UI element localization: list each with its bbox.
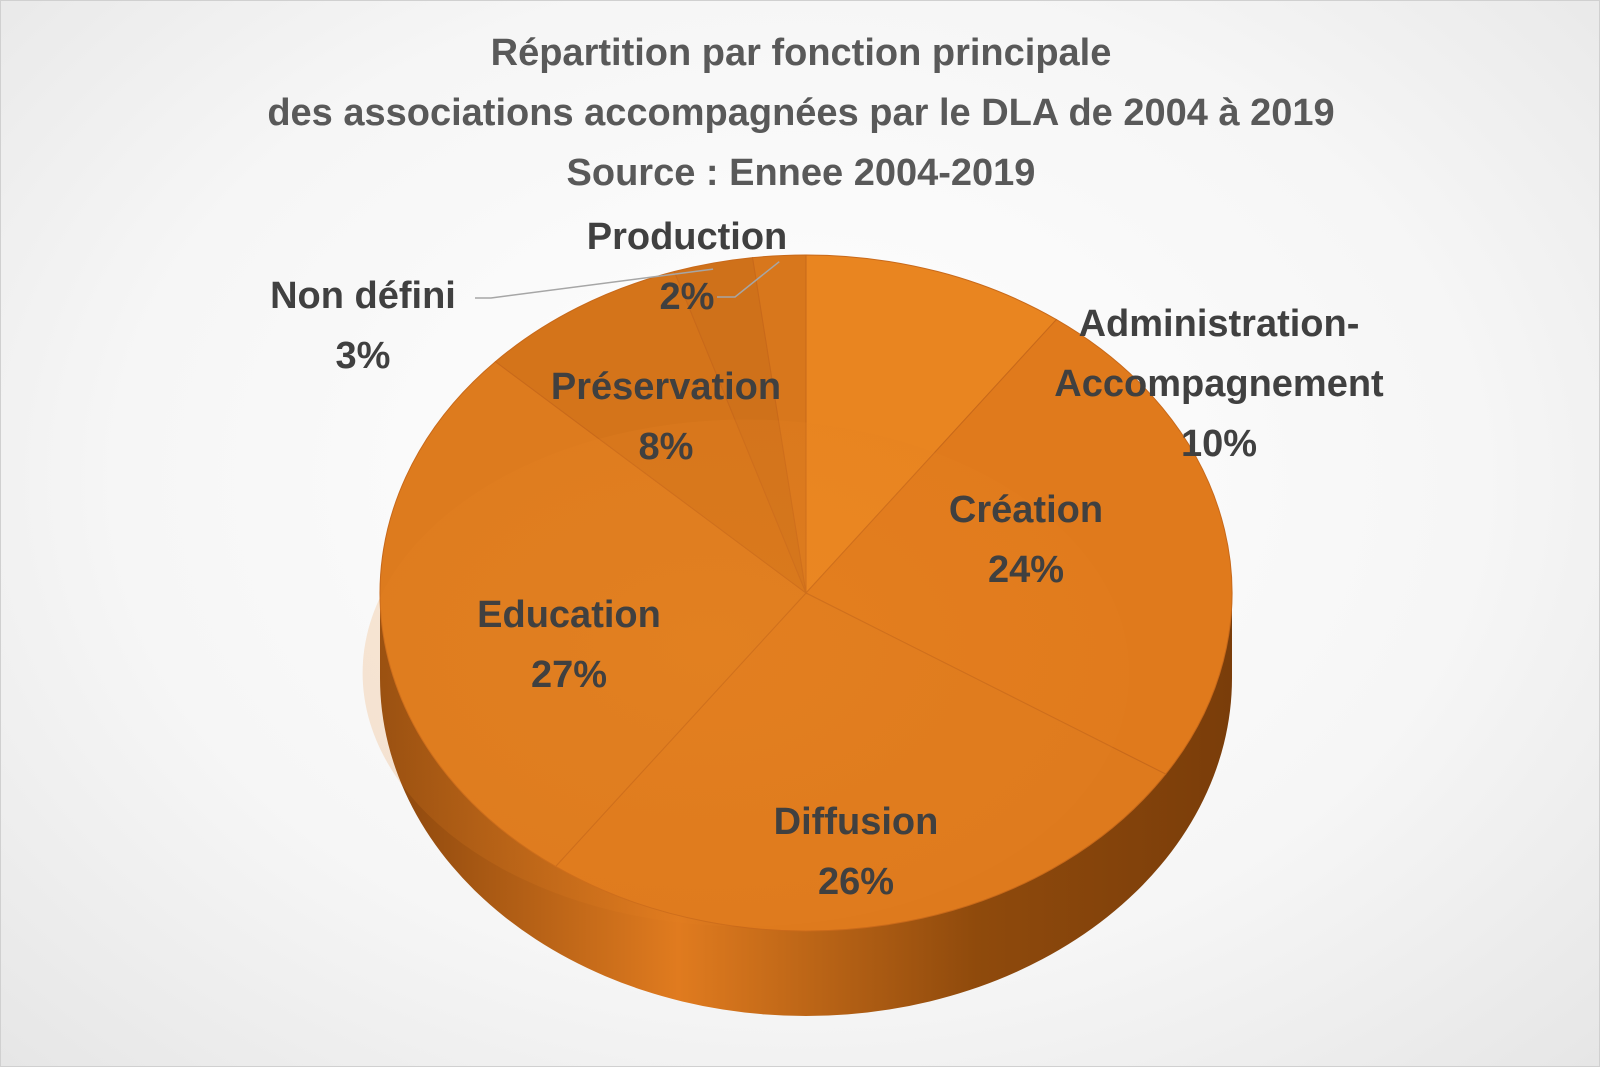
data-label-value-7: 2%	[660, 276, 715, 318]
data-label-value-5: 8%	[639, 426, 694, 468]
data-label-category-1: Administration-	[1079, 303, 1360, 345]
chart-title: Répartition par fonction principale des …	[1, 23, 1600, 203]
data-label-category-1: Accompagnement	[1054, 363, 1384, 405]
leader-line-6	[475, 268, 714, 299]
data-label-value-4: 27%	[531, 654, 607, 696]
data-label-value-2: 24%	[988, 549, 1064, 591]
pie-highlight	[362, 419, 1130, 927]
data-label-category-4: Education	[477, 594, 661, 636]
data-label-category-5: Préservation	[551, 366, 781, 408]
chart-title-line-1: Répartition par fonction principale	[490, 32, 1112, 74]
chart-title-line-2: des associations accompagnées par le DLA…	[267, 92, 1335, 134]
data-label-category-2: Création	[949, 489, 1103, 531]
data-label-category-7: Production	[587, 216, 788, 258]
data-label-category-6: Non défini	[270, 275, 456, 317]
data-label-category-3: Diffusion	[774, 801, 939, 843]
chart-title-line-3: Source : Ennee 2004-2019	[566, 152, 1036, 194]
data-label-value-6: 3%	[336, 335, 391, 377]
leader-line-7	[717, 261, 780, 298]
data-label-value-1: 10%	[1181, 423, 1257, 465]
pie-side-wall	[380, 593, 1232, 1016]
data-label-value-3: 26%	[818, 861, 894, 903]
